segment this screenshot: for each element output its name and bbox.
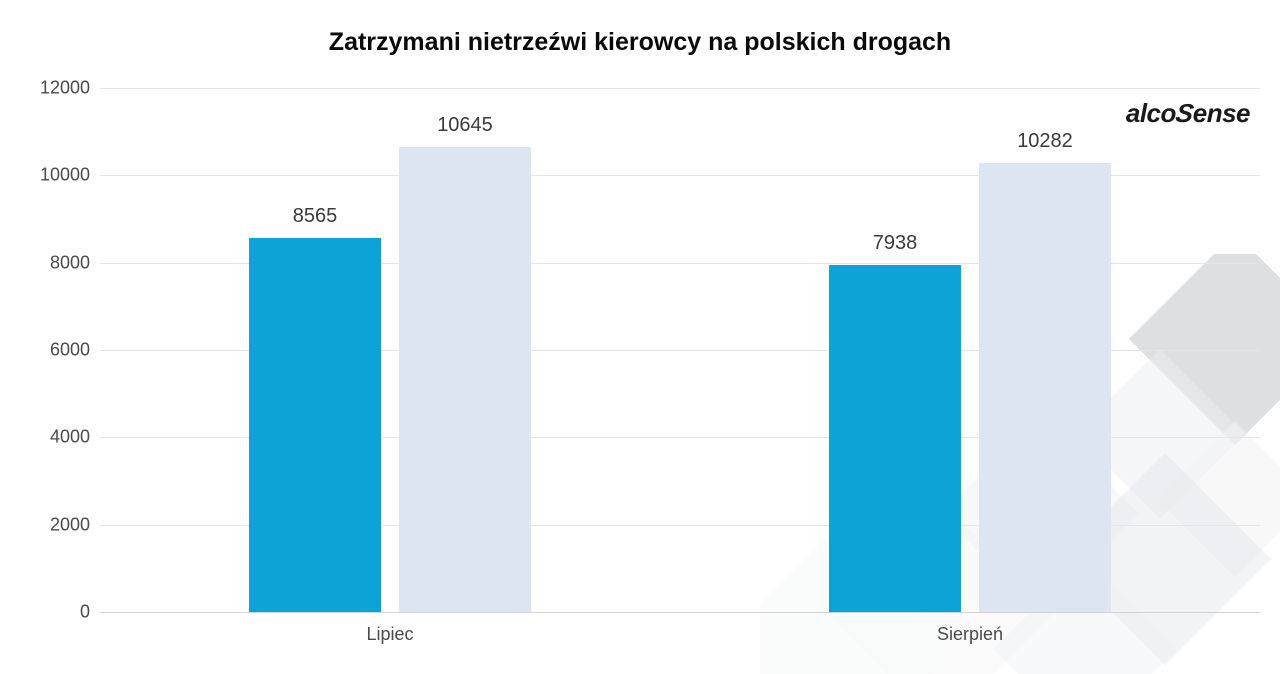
y-tick-label: 0: [10, 602, 90, 623]
y-tick-label: 12000: [10, 78, 90, 99]
chart-canvas: { "chart": { "type": "bar", "title": "Za…: [0, 0, 1280, 674]
grid-line: [100, 88, 1260, 89]
bar-value-label: 10282: [1017, 130, 1073, 153]
bar: [399, 147, 531, 612]
bar-value-label: 7938: [873, 232, 918, 255]
x-tick-label: Sierpień: [937, 624, 1003, 645]
bar: [979, 163, 1111, 612]
grid-line: [100, 612, 1260, 613]
y-tick-label: 2000: [10, 514, 90, 535]
chart-title: Zatrzymani nietrzeźwi kierowcy na polski…: [0, 28, 1280, 57]
plot-area: 020004000600080001000012000856510645Lipi…: [100, 88, 1260, 612]
bar: [249, 238, 381, 612]
y-tick-label: 4000: [10, 427, 90, 448]
bar-value-label: 8565: [293, 205, 338, 228]
bar: [829, 265, 961, 612]
y-tick-label: 10000: [10, 165, 90, 186]
x-tick-label: Lipiec: [366, 624, 413, 645]
y-tick-label: 8000: [10, 252, 90, 273]
y-tick-label: 6000: [10, 340, 90, 361]
bar-value-label: 10645: [437, 114, 493, 137]
